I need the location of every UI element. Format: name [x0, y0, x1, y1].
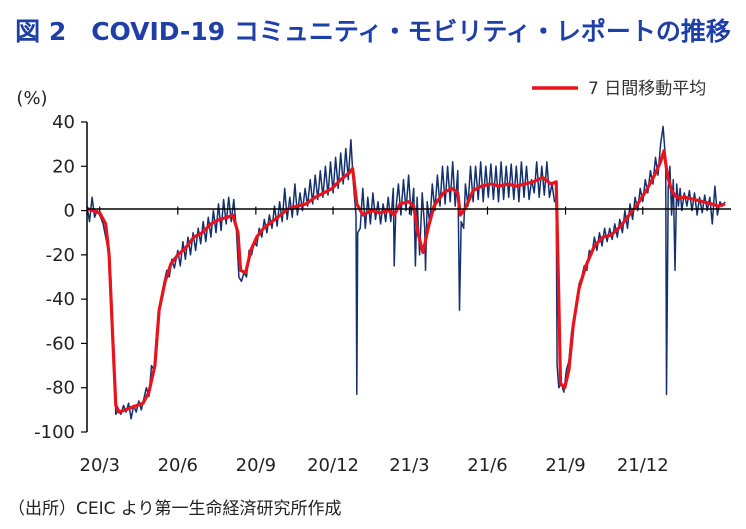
series-daily-line: [86, 125, 726, 420]
x-tick-label: 20/12: [307, 455, 359, 476]
legend: 7 日間移動平均: [532, 79, 706, 99]
chart-title: 図 2 COVID-19 コミュニティ・モビリティ・レポートの推移: [15, 17, 731, 46]
legend-ma-label: 7 日間移動平均: [588, 79, 706, 99]
x-tick-label: 21/12: [617, 455, 669, 476]
y-tick-label: -20: [46, 245, 75, 266]
x-tick-label: 21/9: [545, 455, 585, 476]
y-tick-label: 0: [64, 201, 75, 222]
x-tick-label: 20/6: [158, 455, 198, 476]
x-tick-label: 21/3: [389, 455, 429, 476]
y-tick-label: -40: [46, 289, 75, 310]
x-tick-label: 21/6: [467, 455, 507, 476]
y-axis-ticks: 40 20 0 -20 -40 -60 -80 -100: [34, 112, 87, 443]
y-tick-label: 40: [52, 112, 75, 133]
y-tick-label: -100: [34, 422, 75, 443]
x-tick-label: 20/9: [236, 455, 276, 476]
x-tick-label: 20/3: [80, 455, 120, 476]
y-tick-label: 20: [52, 156, 75, 177]
series-moving-average-line: [86, 149, 726, 414]
source-note: （出所）CEIC より第一生命経済研究所作成: [8, 499, 342, 519]
plot-area: [86, 125, 726, 420]
y-axis-unit-label: (%): [16, 88, 47, 109]
x-axis-ticks: 20/3 20/6 20/9 20/12 21/3 21/6 21/9 21/12: [80, 206, 669, 476]
y-tick-label: -80: [46, 378, 75, 399]
y-tick-label: -60: [46, 333, 75, 354]
